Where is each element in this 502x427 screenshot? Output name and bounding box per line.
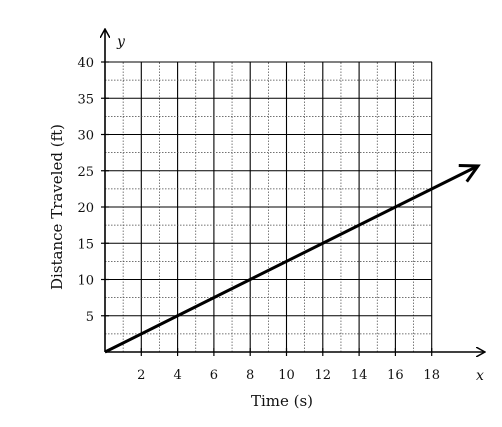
x-tick-label: 8 (246, 368, 254, 383)
x-tick-label: 16 (387, 368, 404, 383)
axes (105, 30, 484, 352)
x-tick-label: 6 (210, 368, 218, 383)
y-tick-label: 20 (77, 201, 94, 216)
y-tick-label: 25 (77, 165, 94, 180)
x-tick-label: 18 (423, 368, 440, 383)
x-tick-label: 4 (173, 368, 181, 383)
grid (105, 61, 433, 352)
x-tick-label: 12 (315, 368, 332, 383)
y-tick-label: 10 (77, 274, 94, 289)
y-axis-variable: y (116, 34, 126, 50)
series (104, 163, 481, 354)
x-axis-title: Time (s) (251, 392, 313, 410)
x-tick-label: 10 (278, 368, 295, 383)
y-tick-label: 35 (77, 92, 94, 107)
x-tick-label: 2 (137, 368, 145, 383)
x-axis-variable: x (476, 368, 484, 384)
y-tick-label: 5 (86, 310, 94, 325)
y-tick-label: 15 (77, 237, 94, 252)
y-axis-title: Distance Traveled (ft) (48, 124, 66, 290)
y-tick-label: 40 (77, 56, 94, 71)
y-tick-label: 30 (77, 129, 94, 144)
x-tick-label: 14 (351, 368, 368, 383)
ticks: 2 4 6 8 10 12 14 16 18 5 10 15 20 25 30 35 40 (77, 56, 440, 383)
series-line (104, 163, 481, 354)
